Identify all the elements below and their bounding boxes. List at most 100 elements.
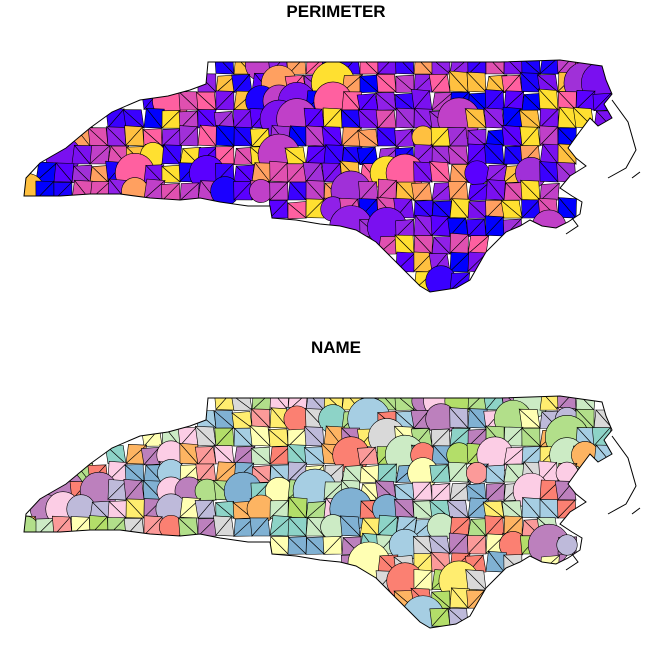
county-triangle bbox=[500, 199, 523, 219]
county-triangle bbox=[179, 442, 199, 465]
county-triangle bbox=[503, 463, 523, 483]
county-triangle bbox=[194, 425, 217, 447]
county-triangle bbox=[557, 106, 577, 129]
county-triangle bbox=[53, 162, 73, 183]
county-triangle bbox=[339, 515, 361, 537]
county-triangle bbox=[464, 107, 487, 129]
county-triangle bbox=[395, 75, 415, 94]
county-triangle bbox=[448, 70, 469, 93]
county-triangle bbox=[89, 144, 111, 165]
outer-banks-line bbox=[607, 99, 637, 179]
panel-title-name: NAME bbox=[310, 338, 362, 357]
county-triangle bbox=[71, 144, 91, 165]
county-triangle bbox=[232, 501, 253, 520]
outer-banks-line bbox=[631, 171, 641, 179]
county-triangle bbox=[268, 428, 289, 447]
outer-banks-line bbox=[565, 553, 579, 571]
county-triangle bbox=[539, 396, 559, 411]
county-triangle bbox=[501, 124, 523, 147]
county-triangle bbox=[215, 516, 235, 537]
county-triangle bbox=[485, 465, 505, 484]
county-triangle bbox=[357, 129, 379, 148]
county-triangle bbox=[214, 60, 235, 75]
county-triangle bbox=[465, 568, 487, 591]
county-triangle bbox=[269, 199, 289, 219]
county-triangle bbox=[161, 144, 181, 165]
county-triangle bbox=[467, 534, 487, 555]
county-triangle bbox=[161, 165, 181, 184]
county-triangle bbox=[466, 71, 487, 93]
county-triangle bbox=[467, 201, 487, 219]
county-triangle bbox=[250, 447, 271, 466]
county-triangle bbox=[394, 60, 415, 75]
county-triangle bbox=[233, 147, 253, 166]
county-triangle bbox=[467, 407, 487, 429]
county-triangle bbox=[521, 427, 541, 447]
county-triangle bbox=[359, 466, 379, 484]
county-triangle bbox=[233, 427, 253, 447]
county-triangle bbox=[429, 160, 451, 183]
county-triangle bbox=[305, 125, 325, 147]
county-triangle bbox=[521, 496, 541, 519]
county-triangle bbox=[376, 126, 397, 147]
county-triangle bbox=[287, 536, 307, 555]
county-triangle bbox=[359, 75, 379, 94]
county-triangle bbox=[431, 73, 451, 93]
county-triangle bbox=[197, 124, 217, 147]
county-triangle bbox=[304, 425, 325, 447]
county-triangle bbox=[287, 516, 307, 537]
county-triangle bbox=[230, 396, 253, 412]
county-triangle bbox=[539, 160, 559, 183]
county-triangle bbox=[413, 182, 433, 201]
county-circle bbox=[121, 177, 149, 205]
county-triangle bbox=[251, 517, 271, 537]
county-triangle bbox=[125, 126, 145, 147]
county-triangle bbox=[449, 406, 469, 429]
county-triangle bbox=[485, 550, 505, 573]
county-triangle bbox=[413, 160, 433, 183]
county-circle bbox=[556, 534, 578, 556]
county-triangle bbox=[287, 181, 307, 201]
county-triangle bbox=[431, 444, 451, 465]
county-triangle bbox=[143, 107, 163, 129]
county-triangle bbox=[304, 446, 325, 465]
county-triangle bbox=[449, 587, 469, 609]
county-triangle bbox=[269, 407, 289, 429]
county-triangle bbox=[179, 126, 199, 147]
county-triangle bbox=[305, 516, 325, 537]
county-triangle bbox=[215, 90, 235, 111]
county-triangle bbox=[197, 499, 217, 519]
county-triangle bbox=[305, 536, 325, 555]
county-triangle bbox=[413, 500, 433, 519]
county-triangle bbox=[323, 535, 343, 555]
county-triangle bbox=[431, 464, 451, 483]
county-triangle bbox=[503, 145, 523, 165]
state-outline bbox=[23, 59, 613, 293]
county-triangle bbox=[125, 498, 145, 519]
county-triangle bbox=[376, 73, 397, 93]
county-triangle bbox=[249, 424, 271, 447]
panel-title-perimeter: PERIMETER bbox=[286, 2, 386, 21]
county-triangle bbox=[413, 481, 433, 501]
county-triangle bbox=[485, 60, 505, 75]
county-triangle bbox=[287, 202, 307, 220]
outer-banks-line bbox=[631, 507, 641, 515]
county-triangle bbox=[483, 107, 505, 129]
county-triangle bbox=[520, 71, 541, 93]
county-cells bbox=[24, 60, 612, 292]
county-circle bbox=[464, 160, 490, 186]
county-circle bbox=[466, 462, 488, 484]
county-triangle bbox=[358, 108, 379, 129]
county-triangle bbox=[213, 479, 235, 501]
county-triangle bbox=[483, 142, 505, 165]
map-name bbox=[23, 395, 641, 629]
county-triangle bbox=[485, 178, 505, 201]
county-triangle bbox=[359, 446, 379, 466]
map-perimeter bbox=[23, 59, 641, 293]
outer-banks-line bbox=[607, 435, 637, 515]
county-cells bbox=[24, 396, 612, 628]
state-outline bbox=[23, 395, 613, 629]
county-triangle bbox=[233, 126, 253, 147]
county-triangle bbox=[447, 145, 469, 165]
county-triangle bbox=[395, 107, 415, 129]
